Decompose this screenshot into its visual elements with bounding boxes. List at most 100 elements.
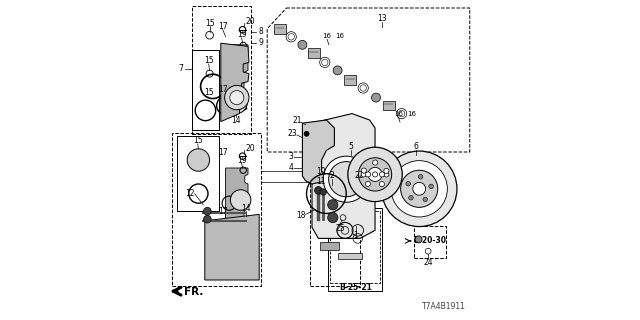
Bar xyxy=(338,253,362,259)
Text: 22: 22 xyxy=(355,171,364,180)
Text: 2: 2 xyxy=(330,171,335,180)
Bar xyxy=(383,101,395,110)
Circle shape xyxy=(358,158,392,191)
Circle shape xyxy=(384,168,389,173)
Text: 16: 16 xyxy=(394,111,403,116)
Circle shape xyxy=(423,197,428,202)
Circle shape xyxy=(329,162,364,197)
Circle shape xyxy=(401,170,438,207)
Circle shape xyxy=(328,212,338,223)
Polygon shape xyxy=(312,114,375,238)
Text: 4: 4 xyxy=(289,163,294,172)
Text: 19: 19 xyxy=(237,156,246,164)
Text: 14: 14 xyxy=(241,204,252,212)
Text: 16: 16 xyxy=(407,111,416,116)
Text: 3: 3 xyxy=(289,152,294,161)
Circle shape xyxy=(409,196,413,200)
Polygon shape xyxy=(226,45,248,118)
Text: 10: 10 xyxy=(316,167,326,176)
Circle shape xyxy=(188,149,210,171)
Text: T7A4B1911: T7A4B1911 xyxy=(422,302,466,311)
Circle shape xyxy=(419,174,423,179)
Text: 16: 16 xyxy=(335,33,344,39)
Circle shape xyxy=(204,215,211,223)
Polygon shape xyxy=(226,168,248,242)
Text: 17: 17 xyxy=(218,207,228,216)
Circle shape xyxy=(368,167,382,181)
Circle shape xyxy=(230,190,251,210)
Circle shape xyxy=(380,181,385,187)
Text: FR.: FR. xyxy=(184,287,204,297)
Circle shape xyxy=(361,172,366,177)
Circle shape xyxy=(348,147,403,202)
Circle shape xyxy=(315,187,322,194)
Text: 14: 14 xyxy=(231,116,241,124)
Circle shape xyxy=(298,40,307,49)
Circle shape xyxy=(413,182,426,195)
Bar xyxy=(344,75,356,85)
Text: 19: 19 xyxy=(237,30,246,39)
Polygon shape xyxy=(205,214,259,280)
Text: 16: 16 xyxy=(323,33,332,39)
Polygon shape xyxy=(221,43,249,122)
Text: 17: 17 xyxy=(218,148,228,156)
Text: 20: 20 xyxy=(246,17,255,26)
Text: 15: 15 xyxy=(193,136,203,145)
Circle shape xyxy=(381,151,457,227)
Bar xyxy=(320,242,339,250)
Circle shape xyxy=(365,172,371,177)
Circle shape xyxy=(304,131,309,136)
Circle shape xyxy=(204,207,211,215)
Text: 15: 15 xyxy=(204,56,214,65)
Text: 13: 13 xyxy=(378,14,387,23)
Circle shape xyxy=(380,172,385,177)
Circle shape xyxy=(406,181,410,186)
Text: 7: 7 xyxy=(179,64,183,73)
Circle shape xyxy=(225,91,248,114)
Bar xyxy=(177,136,219,211)
Circle shape xyxy=(361,168,366,173)
Text: 11: 11 xyxy=(316,177,326,186)
Text: 6: 6 xyxy=(413,142,419,151)
Text: 23: 23 xyxy=(288,129,298,138)
Bar xyxy=(414,226,447,258)
Text: 21: 21 xyxy=(292,116,301,125)
Circle shape xyxy=(391,161,447,217)
Text: 12: 12 xyxy=(185,189,195,198)
Text: 17: 17 xyxy=(218,22,228,31)
Text: 15: 15 xyxy=(205,19,214,28)
Text: 20: 20 xyxy=(246,144,255,153)
Bar xyxy=(307,48,319,58)
Text: B-20-30: B-20-30 xyxy=(413,236,447,245)
Circle shape xyxy=(365,181,371,187)
Text: 18: 18 xyxy=(297,211,306,220)
Bar xyxy=(274,24,286,34)
Text: 24: 24 xyxy=(423,258,433,267)
Bar xyxy=(172,133,261,286)
Bar xyxy=(310,174,360,286)
Polygon shape xyxy=(302,120,334,184)
Bar xyxy=(328,208,383,291)
Circle shape xyxy=(333,66,342,75)
Text: 9: 9 xyxy=(259,38,264,47)
Text: 25: 25 xyxy=(335,224,345,233)
Circle shape xyxy=(384,172,389,177)
Text: 5: 5 xyxy=(348,142,353,151)
Circle shape xyxy=(415,236,422,243)
Text: 15: 15 xyxy=(204,88,214,97)
Circle shape xyxy=(225,85,249,110)
Text: B-25-21: B-25-21 xyxy=(339,284,372,292)
Text: 8: 8 xyxy=(259,27,263,36)
Circle shape xyxy=(320,189,326,195)
Text: 17: 17 xyxy=(218,85,228,94)
Circle shape xyxy=(372,160,378,165)
Bar xyxy=(330,211,380,283)
Bar xyxy=(192,6,251,134)
Circle shape xyxy=(230,91,244,105)
Circle shape xyxy=(328,200,338,210)
Bar xyxy=(192,50,219,130)
Circle shape xyxy=(323,156,369,202)
Circle shape xyxy=(371,93,380,102)
Circle shape xyxy=(429,184,433,188)
Circle shape xyxy=(372,172,378,177)
